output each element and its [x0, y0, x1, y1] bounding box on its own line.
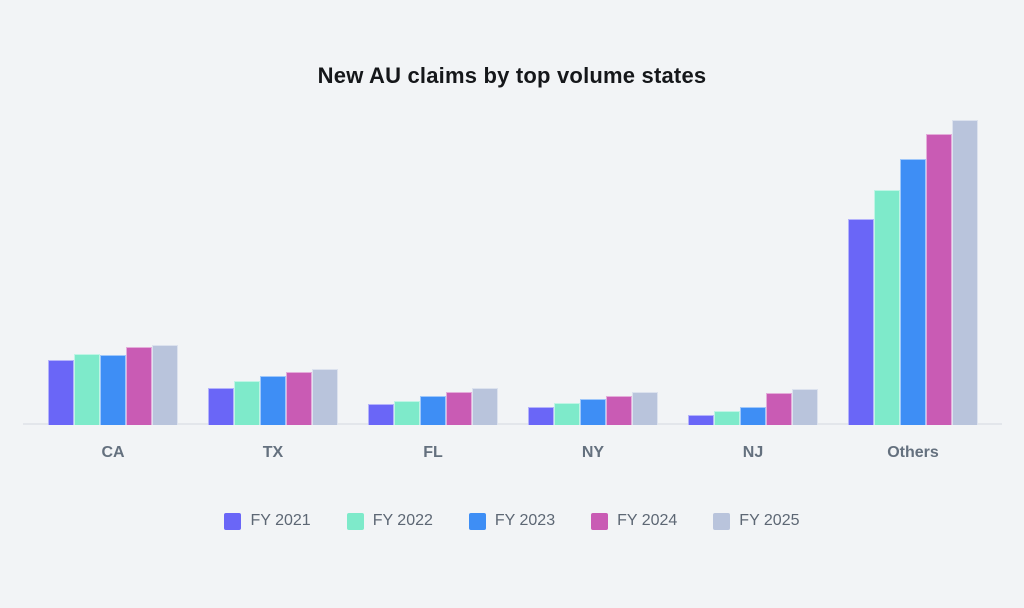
bar-nj-fy-2022: [714, 411, 740, 425]
bar-fl-fy-2025: [472, 388, 498, 425]
legend-label: FY 2021: [250, 512, 311, 529]
x-axis-labels: CA TX FL NY NJ Others: [0, 444, 1024, 468]
bar-ca-fy-2021: [48, 360, 74, 425]
bar-others-fy-2021: [848, 219, 874, 425]
x-axis-label-nj: NJ: [742, 444, 764, 461]
bar-others-fy-2022: [874, 190, 900, 425]
legend-swatch-icon: [346, 512, 364, 530]
bar-ny-fy-2022: [554, 403, 580, 425]
x-axis-label-fl: FL: [423, 444, 443, 461]
bar-others-fy-2023: [900, 159, 926, 425]
bar-ny-fy-2023: [580, 399, 606, 425]
bar-nj-fy-2023: [740, 407, 766, 425]
bar-tx-fy-2024: [286, 372, 312, 425]
legend-item-fy-2025: FY 2025: [713, 512, 800, 530]
bar-ny-fy-2025: [632, 392, 658, 425]
bar-group-ca: [48, 345, 178, 425]
bar-nj-fy-2021: [688, 415, 714, 425]
x-axis-label-ca: CA: [101, 444, 125, 461]
bar-fl-fy-2022: [394, 401, 420, 425]
x-axis-label-others: Others: [887, 444, 939, 461]
bar-ca-fy-2023: [100, 355, 126, 425]
x-axis-label-ny: NY: [581, 444, 605, 461]
bar-tx-fy-2023: [260, 376, 286, 425]
bar-group-nj: [688, 389, 818, 425]
bar-tx-fy-2025: [312, 369, 338, 425]
bar-group-ny: [528, 392, 658, 425]
x-axis-label-tx: TX: [262, 444, 284, 461]
legend-label: FY 2022: [372, 512, 433, 529]
legend-label: FY 2023: [494, 512, 556, 529]
bar-nj-fy-2025: [792, 389, 818, 425]
plot-area: [0, 103, 1024, 425]
bar-group-tx: [208, 369, 338, 425]
bar-ny-fy-2024: [606, 396, 632, 425]
x-axis-line: [23, 423, 1002, 425]
legend-swatch-icon: [224, 512, 242, 530]
bar-fl-fy-2023: [420, 396, 446, 425]
bar-tx-fy-2022: [234, 381, 260, 425]
legend-swatch-icon: [713, 512, 731, 530]
bar-group-others: [848, 120, 978, 425]
legend-item-fy-2021: FY 2021: [224, 512, 311, 530]
bar-ny-fy-2021: [528, 407, 554, 425]
legend-item-fy-2023: FY 2023: [468, 512, 556, 530]
legend-swatch-icon: [591, 512, 609, 530]
bar-tx-fy-2021: [208, 388, 234, 425]
bar-fl-fy-2024: [446, 392, 472, 425]
bar-others-fy-2024: [926, 134, 952, 425]
legend-label: FY 2025: [739, 512, 800, 529]
legend-swatch-icon: [468, 512, 486, 530]
bar-ca-fy-2022: [74, 354, 100, 425]
legend-label: FY 2024: [617, 512, 678, 529]
chart-title: New AU claims by top volume states: [317, 63, 707, 88]
legend-item-fy-2022: FY 2022: [346, 512, 433, 530]
legend: FY 2021 FY 2022 FY 2023 FY 2024 FY 2025: [0, 512, 1024, 530]
bar-ca-fy-2025: [152, 345, 178, 425]
bar-ca-fy-2024: [126, 347, 152, 425]
bar-others-fy-2025: [952, 120, 978, 425]
legend-item-fy-2024: FY 2024: [591, 512, 677, 530]
bar-fl-fy-2021: [368, 404, 394, 425]
bar-group-fl: [368, 388, 498, 425]
bar-nj-fy-2024: [766, 393, 792, 425]
